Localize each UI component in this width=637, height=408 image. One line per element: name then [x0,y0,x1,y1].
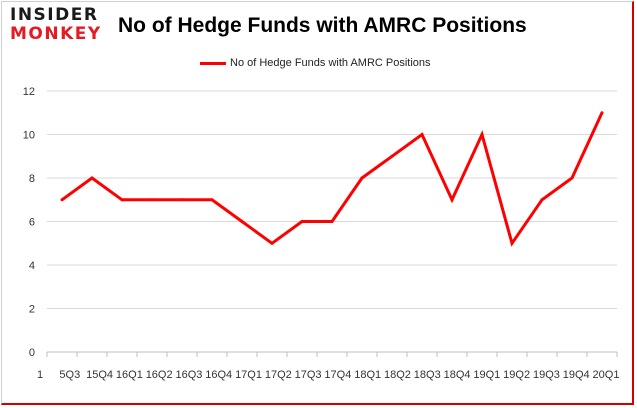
data-point [150,198,154,202]
y-tick-label: 4 [29,260,35,272]
y-tick-label: 0 [29,347,35,359]
x-tick-label: 19Q2 [503,369,530,381]
data-point [270,241,274,245]
x-tick-label: 18Q2 [384,369,411,381]
x-tick-label: 17Q3 [295,369,322,381]
data-point [60,198,64,202]
data-point [600,111,604,115]
x-tick-label: 5Q3 [59,369,80,381]
x-tick-label: 16Q1 [116,369,143,381]
data-point [360,176,364,180]
x-tick-label: 16Q3 [175,369,202,381]
x-tick-label: 20Q1 [593,369,620,381]
x-tick-label: 19Q4 [563,369,590,381]
chart-legend: No of Hedge Funds with AMRC Positions [200,57,431,69]
logo-line-2: MONKEY [10,24,102,44]
data-point [510,241,514,245]
data-point [450,198,454,202]
insider-monkey-logo: INSIDER MONKEY [10,7,102,43]
legend-swatch [200,61,226,65]
y-tick-label: 2 [29,304,35,316]
x-tick-label: 19Q3 [533,369,560,381]
x-tick-label: 18Q4 [444,369,471,381]
y-tick-label: 12 [23,86,35,98]
x-tick-label: 17Q4 [324,369,351,381]
data-point [480,133,484,136]
data-point [180,198,184,202]
data-point [420,133,424,136]
x-tick-label: 18Q3 [414,369,441,381]
data-point [330,220,334,223]
x-tick-label: 17Q1 [235,369,262,381]
y-tick-label: 8 [29,173,35,185]
data-point [390,154,394,158]
chart-title: No of Hedge Funds with AMRC Positions [118,14,527,37]
logo-line-1: INSIDER [10,5,99,25]
x-tick-label: 16Q4 [205,369,232,381]
data-point [210,198,214,202]
x-tick-label: 1 [37,369,43,381]
x-tick-label: 16Q2 [146,369,173,381]
data-point [90,176,94,180]
data-point [240,220,244,223]
data-point [300,220,304,223]
x-tick-label: 18Q1 [354,369,381,381]
x-tick-label: 19Q1 [473,369,500,381]
data-point [540,198,544,202]
x-tick-label: 15Q4 [86,369,113,381]
x-tick-label: 17Q2 [265,369,292,381]
data-point [120,198,124,202]
y-tick-label: 6 [29,217,35,229]
y-tick-label: 10 [23,130,35,142]
data-point [570,176,574,180]
legend-label: No of Hedge Funds with AMRC Positions [230,57,431,69]
